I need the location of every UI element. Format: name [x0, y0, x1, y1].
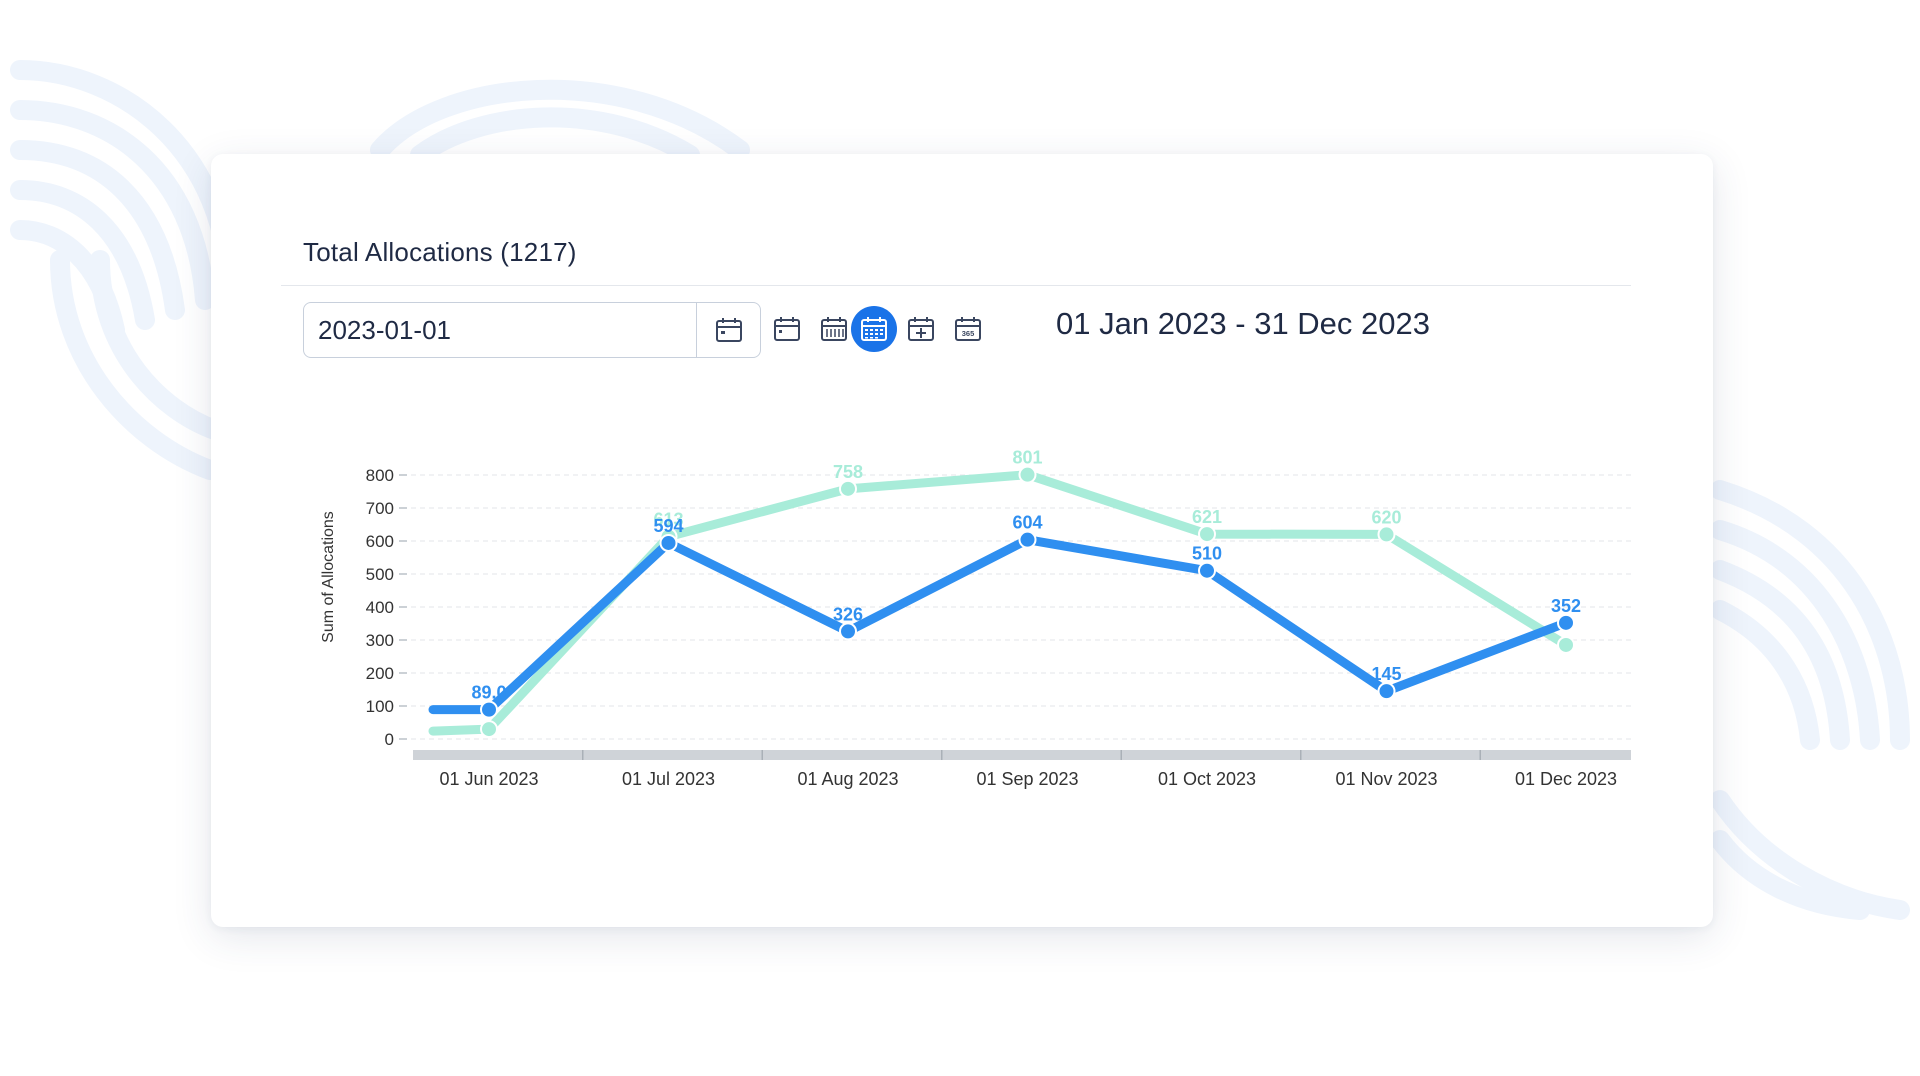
y-tick-label: 500	[366, 565, 394, 584]
y-axis-label: Sum of Allocations	[320, 511, 337, 643]
x-tick-label: 01 Dec 2023	[1515, 769, 1617, 789]
data-point	[480, 700, 498, 719]
date-range-label: 01 Jan 2023 - 31 Dec 2023	[1056, 306, 1430, 341]
series-line	[428, 470, 1571, 736]
date-picker	[303, 302, 761, 358]
x-tick-label: 01 Nov 2023	[1335, 769, 1437, 789]
data-label: 510	[1192, 544, 1222, 564]
x-tick-label: 01 Sep 2023	[976, 769, 1078, 789]
calendar-day-icon	[774, 317, 800, 341]
data-point	[1377, 682, 1396, 701]
period-quarter-button[interactable]	[898, 306, 944, 352]
data-label: 620	[1371, 507, 1401, 527]
period-month-button[interactable]	[851, 306, 897, 352]
period-week-button[interactable]	[811, 306, 857, 352]
data-point	[480, 720, 498, 739]
data-point	[1557, 613, 1575, 632]
data-label: 604	[1012, 513, 1042, 533]
series-line	[428, 535, 1571, 715]
x-axis-bar	[413, 750, 1631, 760]
allocations-card: Total Allocations (1217)	[211, 154, 1713, 927]
y-tick-label: 700	[366, 499, 394, 518]
calendar-week-icon	[821, 317, 847, 341]
y-tick-label: 600	[366, 532, 394, 551]
calendar-year-icon: 365	[955, 317, 981, 341]
data-label: 758	[833, 462, 863, 482]
y-tick-label: 100	[366, 697, 394, 716]
calendar-icon	[715, 318, 742, 342]
data-point	[1377, 525, 1396, 544]
y-tick-label: 0	[385, 730, 394, 749]
data-label: 145	[1371, 664, 1401, 684]
calendar-month-icon	[861, 317, 887, 341]
data-label: 801	[1012, 448, 1042, 468]
y-tick-label: 800	[366, 466, 394, 485]
x-tick-label: 01 Jun 2023	[439, 769, 538, 789]
data-point	[1198, 525, 1216, 544]
date-picker-separator	[696, 303, 697, 357]
data-point	[659, 533, 678, 552]
data-point	[839, 622, 857, 641]
card-title: Total Allocations (1217)	[303, 237, 577, 267]
x-tick-label: 01 Aug 2023	[797, 769, 898, 789]
x-tick-label: 01 Oct 2023	[1158, 769, 1256, 789]
date-picker-button[interactable]	[697, 303, 760, 357]
calendar-quarter-icon	[908, 317, 934, 341]
data-label: 89.0	[471, 683, 506, 703]
allocations-line-chart: 0 100 200 300 400 500 600 700 800 Sum of Allocati…	[320, 448, 1631, 789]
y-tick-label: 400	[366, 598, 394, 617]
year-icon-label: 365	[962, 329, 975, 338]
period-day-button[interactable]	[764, 306, 810, 352]
data-label: 352	[1551, 596, 1581, 616]
data-point	[839, 479, 857, 498]
data-label: 621	[1192, 507, 1222, 527]
period-year-button[interactable]: 365	[945, 306, 991, 352]
y-tick-label: 200	[366, 664, 394, 683]
data-label: 326	[833, 604, 863, 624]
title-divider	[281, 285, 1631, 286]
data-point	[1018, 465, 1037, 484]
date-input[interactable]	[304, 303, 696, 357]
data-point	[1198, 561, 1216, 580]
data-label: 613	[653, 510, 683, 530]
data-point	[1557, 635, 1575, 654]
data-label: 594	[653, 516, 683, 536]
x-tick-label: 01 Jul 2023	[622, 769, 715, 789]
y-tick-label: 300	[366, 631, 394, 650]
data-point	[1018, 530, 1037, 549]
